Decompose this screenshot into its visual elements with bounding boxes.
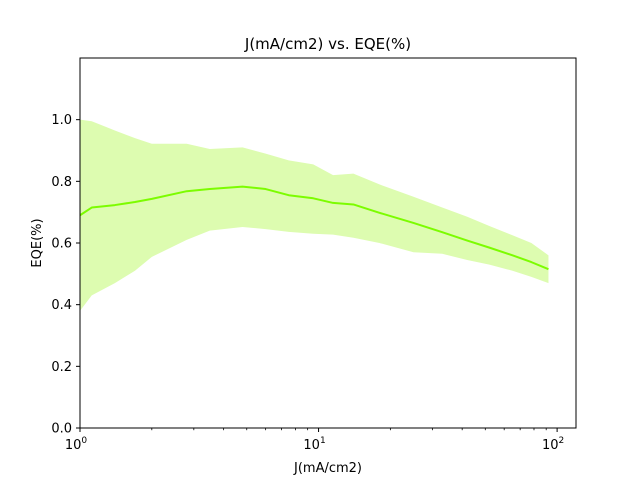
x-axis-label: J(mA/cm2) [293,461,362,476]
y-tick-label: 0.4 [51,298,72,313]
axis-ticks: 0.0 0.2 0.4 0.6 0.8 1.0 100 101 102 [51,113,564,453]
x-tick-label: 100 [65,436,88,453]
y-tick-label: 0.8 [51,175,72,190]
series-line [79,185,549,271]
y-tick-label: 1.0 [51,113,72,128]
y-tick-label: 0.2 [51,360,72,375]
y-axis-label: EQE(%) [30,218,45,267]
x-tick-label: 101 [303,436,325,453]
chart-title: J(mA/cm2) vs. EQE(%) [244,35,411,53]
x-tick-label: 102 [542,436,564,453]
plot-area [79,119,549,311]
confidence-band [80,119,549,311]
y-tick-label: 0.0 [51,422,72,437]
y-tick-label: 0.6 [51,237,72,252]
